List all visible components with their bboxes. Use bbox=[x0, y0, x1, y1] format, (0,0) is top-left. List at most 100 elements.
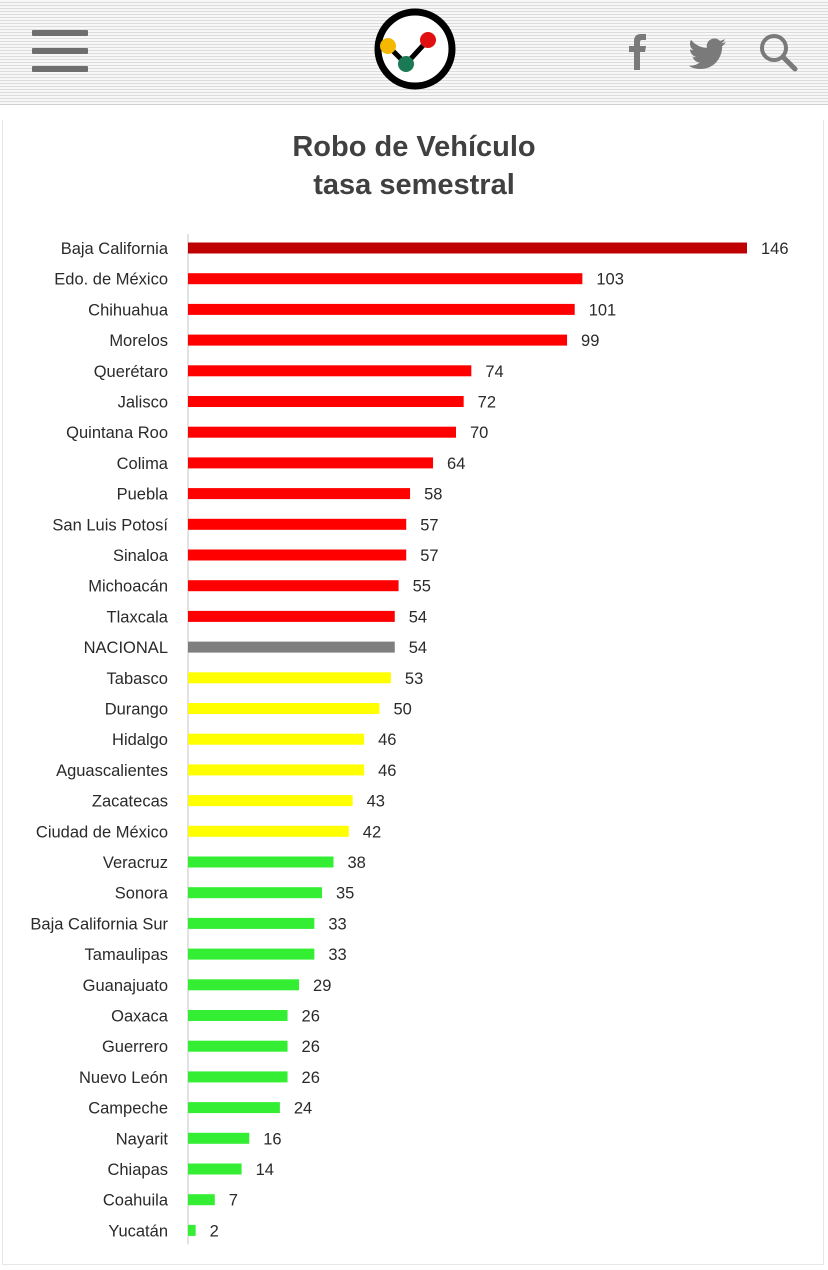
value-label: 50 bbox=[393, 701, 411, 719]
bar bbox=[188, 1132, 250, 1144]
site-header bbox=[0, 0, 828, 105]
bar bbox=[188, 457, 434, 469]
chart-title-line-1: Robo de Vehículo bbox=[292, 131, 536, 163]
bar bbox=[188, 1163, 242, 1175]
category-label: Colima bbox=[117, 455, 169, 473]
category-label: Nayarit bbox=[116, 1130, 169, 1148]
bar bbox=[188, 948, 315, 960]
bar bbox=[188, 672, 391, 684]
category-label: Chiapas bbox=[107, 1161, 168, 1179]
bar bbox=[188, 887, 323, 899]
value-label: 14 bbox=[256, 1161, 274, 1179]
bar bbox=[188, 917, 315, 929]
bar bbox=[188, 825, 349, 837]
facebook-icon[interactable] bbox=[624, 30, 652, 74]
search-icon[interactable] bbox=[758, 30, 798, 74]
category-label: Oaxaca bbox=[111, 1008, 169, 1026]
value-label: 54 bbox=[409, 608, 427, 626]
value-label: 101 bbox=[589, 301, 617, 319]
category-label: Yucatán bbox=[108, 1222, 168, 1240]
category-label: Quintana Roo bbox=[66, 424, 168, 442]
site-logo-icon[interactable] bbox=[372, 6, 458, 92]
value-label: 35 bbox=[336, 885, 354, 903]
category-label: Guerrero bbox=[102, 1038, 168, 1056]
bar bbox=[188, 580, 399, 592]
bar bbox=[188, 1071, 288, 1083]
value-label: 72 bbox=[478, 394, 496, 412]
menu-bar bbox=[32, 48, 88, 54]
bar bbox=[188, 1040, 288, 1052]
bar bbox=[188, 396, 464, 407]
category-label: Aguascalientes bbox=[56, 762, 168, 780]
category-label: Hidalgo bbox=[112, 731, 168, 749]
value-label: 53 bbox=[405, 670, 423, 688]
value-label: 74 bbox=[485, 363, 503, 381]
chart-title-line-2: tasa semestral bbox=[313, 169, 515, 201]
value-label: 42 bbox=[363, 823, 381, 841]
bar bbox=[188, 549, 407, 561]
value-label: 26 bbox=[302, 1069, 320, 1087]
value-label: 16 bbox=[263, 1130, 281, 1148]
bar bbox=[188, 1224, 196, 1236]
category-label: Campeche bbox=[88, 1100, 168, 1118]
bar bbox=[188, 273, 583, 285]
value-label: 54 bbox=[409, 639, 427, 657]
bar bbox=[188, 303, 575, 315]
value-label: 26 bbox=[302, 1038, 320, 1056]
menu-bar bbox=[32, 66, 88, 72]
category-label: Morelos bbox=[109, 332, 168, 350]
value-label: 33 bbox=[328, 946, 346, 964]
bar bbox=[188, 242, 747, 254]
bar bbox=[188, 334, 568, 346]
value-label: 24 bbox=[294, 1100, 312, 1118]
value-label: 33 bbox=[328, 915, 346, 933]
bar bbox=[188, 764, 365, 776]
category-label: Tamaulipas bbox=[85, 946, 168, 964]
value-label: 26 bbox=[302, 1008, 320, 1026]
bar bbox=[188, 795, 353, 807]
bar bbox=[188, 703, 380, 714]
category-label: Michoacán bbox=[88, 578, 168, 596]
category-label: Zacatecas bbox=[92, 793, 168, 811]
category-label: Coahuila bbox=[103, 1192, 169, 1210]
bar bbox=[188, 1102, 280, 1114]
category-label: Jalisco bbox=[118, 394, 168, 412]
menu-bar bbox=[32, 30, 88, 36]
category-label: Querétaro bbox=[94, 363, 168, 381]
value-label: 99 bbox=[581, 332, 599, 350]
category-label: Guanajuato bbox=[83, 977, 168, 995]
category-label: Veracruz bbox=[103, 854, 168, 872]
value-label: 70 bbox=[470, 424, 488, 442]
category-label: San Luis Potosí bbox=[52, 516, 168, 534]
bar bbox=[188, 979, 300, 991]
category-label: Ciudad de México bbox=[36, 823, 168, 841]
category-label: Edo. de México bbox=[54, 271, 168, 289]
value-label: 7 bbox=[229, 1192, 238, 1210]
bar bbox=[188, 426, 457, 438]
chart-title: Robo de Vehículo tasa semestral bbox=[0, 128, 828, 204]
category-label: Durango bbox=[105, 701, 168, 719]
value-label: 46 bbox=[378, 731, 396, 749]
value-label: 29 bbox=[313, 977, 331, 995]
hamburger-menu-icon[interactable] bbox=[32, 30, 88, 74]
value-label: 103 bbox=[596, 271, 624, 289]
category-label: Sonora bbox=[115, 885, 169, 903]
value-label: 46 bbox=[378, 762, 396, 780]
bar bbox=[188, 856, 334, 868]
bar bbox=[188, 641, 395, 653]
value-label: 55 bbox=[413, 578, 431, 596]
twitter-icon[interactable] bbox=[688, 30, 728, 74]
value-label: 2 bbox=[210, 1222, 219, 1240]
value-label: 57 bbox=[420, 547, 438, 565]
bar bbox=[188, 518, 407, 530]
bar bbox=[188, 365, 472, 377]
bar bbox=[188, 733, 365, 745]
bar bbox=[188, 488, 411, 500]
value-label: 43 bbox=[367, 793, 385, 811]
bar bbox=[188, 610, 395, 622]
bar bbox=[188, 1194, 215, 1206]
category-label: Nuevo León bbox=[79, 1069, 168, 1087]
category-label: Baja California bbox=[61, 240, 169, 258]
category-label: Chihuahua bbox=[88, 301, 169, 319]
